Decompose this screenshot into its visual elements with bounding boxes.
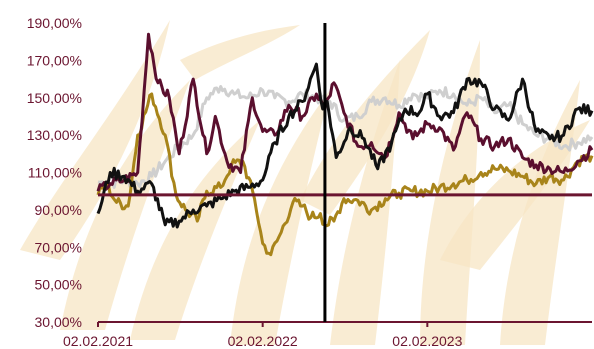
y-tick-label: 90,00% bbox=[35, 202, 82, 218]
x-tick-label: 02.02.2023 bbox=[392, 333, 462, 349]
y-tick-label: 110,00% bbox=[28, 165, 82, 181]
watermark-frond-8 bbox=[300, 30, 430, 215]
x-tick-label: 02.02.2022 bbox=[228, 333, 298, 349]
y-tick-label: 30,00% bbox=[35, 314, 82, 330]
series-line-2 bbox=[96, 32, 594, 192]
chart-overlays bbox=[98, 23, 592, 322]
x-tick-label: 02.02.2021 bbox=[63, 333, 133, 349]
watermark-frond-9 bbox=[180, 25, 300, 80]
watermark-frond-3 bbox=[230, 90, 330, 345]
x-tick-labels: 02.02.2021 02.02.2022 02.02.2023 bbox=[63, 333, 463, 349]
y-tick-label: 150,00% bbox=[27, 90, 82, 106]
y-tick-label: 170,00% bbox=[27, 52, 82, 68]
watermark-frond-7 bbox=[20, 20, 170, 260]
series-lines bbox=[96, 32, 594, 257]
x-axis bbox=[97, 321, 592, 327]
y-tick-label: 190,00% bbox=[27, 15, 82, 31]
y-tick-label: 70,00% bbox=[35, 239, 82, 255]
series-line-3 bbox=[96, 62, 594, 229]
y-tick-labels: 30,00% 50,00% 70,00% 90,00% 110,00% 130,00% 15… bbox=[27, 15, 82, 330]
series-line-1 bbox=[96, 92, 594, 257]
y-tick-label: 50,00% bbox=[35, 277, 82, 293]
y-tick-label: 130,00% bbox=[27, 127, 82, 143]
